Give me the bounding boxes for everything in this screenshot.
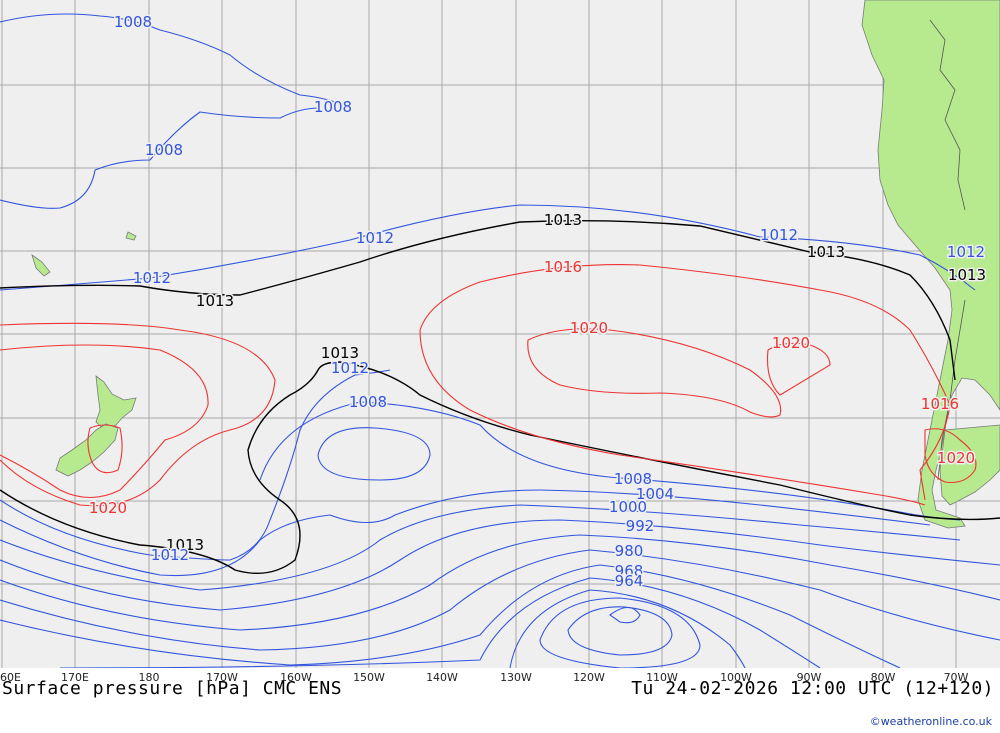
- longitude-label: 110W: [646, 671, 678, 684]
- land: [31, 0, 1000, 529]
- isobar-label: 992: [626, 517, 655, 535]
- longitude-label: 70W: [943, 671, 969, 684]
- isobar-label: 1013: [544, 211, 582, 229]
- isobar-label: 1012: [760, 226, 798, 244]
- graticule: [0, 0, 1000, 668]
- isobar-label: 968: [615, 562, 644, 580]
- isobar-label: 980: [615, 542, 644, 560]
- longitude-label: 150W: [353, 671, 385, 684]
- isobar-label: 1008: [349, 393, 387, 411]
- isobar-label: 1008: [614, 470, 652, 488]
- longitude-label: 130W: [500, 671, 532, 684]
- isobar-label: 1013: [321, 344, 359, 362]
- isobar-label: 1016: [921, 395, 959, 413]
- longitude-label: 170W: [206, 671, 238, 684]
- longitude-label: 180: [138, 671, 160, 684]
- new-caledonia: [125, 231, 137, 241]
- south-america: [861, 0, 1000, 529]
- isobar-label: 1012: [947, 243, 985, 261]
- isobar-label: 1008: [145, 141, 183, 159]
- isobar-label: 1000: [609, 498, 647, 516]
- isobar-label: 1012: [331, 359, 369, 377]
- isobar-label: 1020: [772, 334, 810, 352]
- isobar-label: 1012: [133, 269, 171, 287]
- longitude-label: 120W: [573, 671, 605, 684]
- isobar-label: 1016: [544, 258, 582, 276]
- isobar-label: 1020: [570, 319, 608, 337]
- longitude-label: 60E: [0, 671, 21, 684]
- isobar-label: 1008: [114, 13, 152, 31]
- longitude-label: 170E: [61, 671, 89, 684]
- map-title: Surface pressure [hPa] CMC ENS: [2, 678, 343, 699]
- isobar-label: 1013: [948, 266, 986, 284]
- isobar-label: 1020: [937, 449, 975, 467]
- isobars-high: [0, 264, 977, 507]
- longitude-label: 160W: [280, 671, 312, 684]
- isobar-label: 964: [615, 572, 644, 590]
- country-borders: [929, 19, 966, 481]
- longitude-label: 140W: [426, 671, 458, 684]
- isobar-label: 1020: [89, 499, 127, 517]
- isobar-label: 1013: [196, 292, 234, 310]
- isobar-label: 1008: [314, 98, 352, 116]
- isobar-label: 1012: [151, 546, 189, 564]
- isobar-label: 1012: [356, 229, 394, 247]
- new-zealand-south-island: [55, 423, 119, 477]
- longitude-label: 80W: [870, 671, 896, 684]
- isobars-1013: [0, 219, 1000, 575]
- valid-time: Tu 24-02-2026 12:00 UTC (12+120): [631, 678, 994, 699]
- isobar-label: 1013: [166, 536, 204, 554]
- credit-link[interactable]: ©weatheronline.co.uk: [869, 715, 992, 728]
- fiji-islands: [31, 254, 51, 277]
- patagonia-east: [939, 424, 1000, 506]
- longitude-label: 100W: [720, 671, 752, 684]
- new-zealand-north-island: [95, 375, 137, 431]
- isobar-label: 1004: [636, 485, 674, 503]
- isobars-low: [0, 13, 1000, 668]
- isobar-label: 1013: [807, 243, 845, 261]
- longitude-label: 90W: [796, 671, 822, 684]
